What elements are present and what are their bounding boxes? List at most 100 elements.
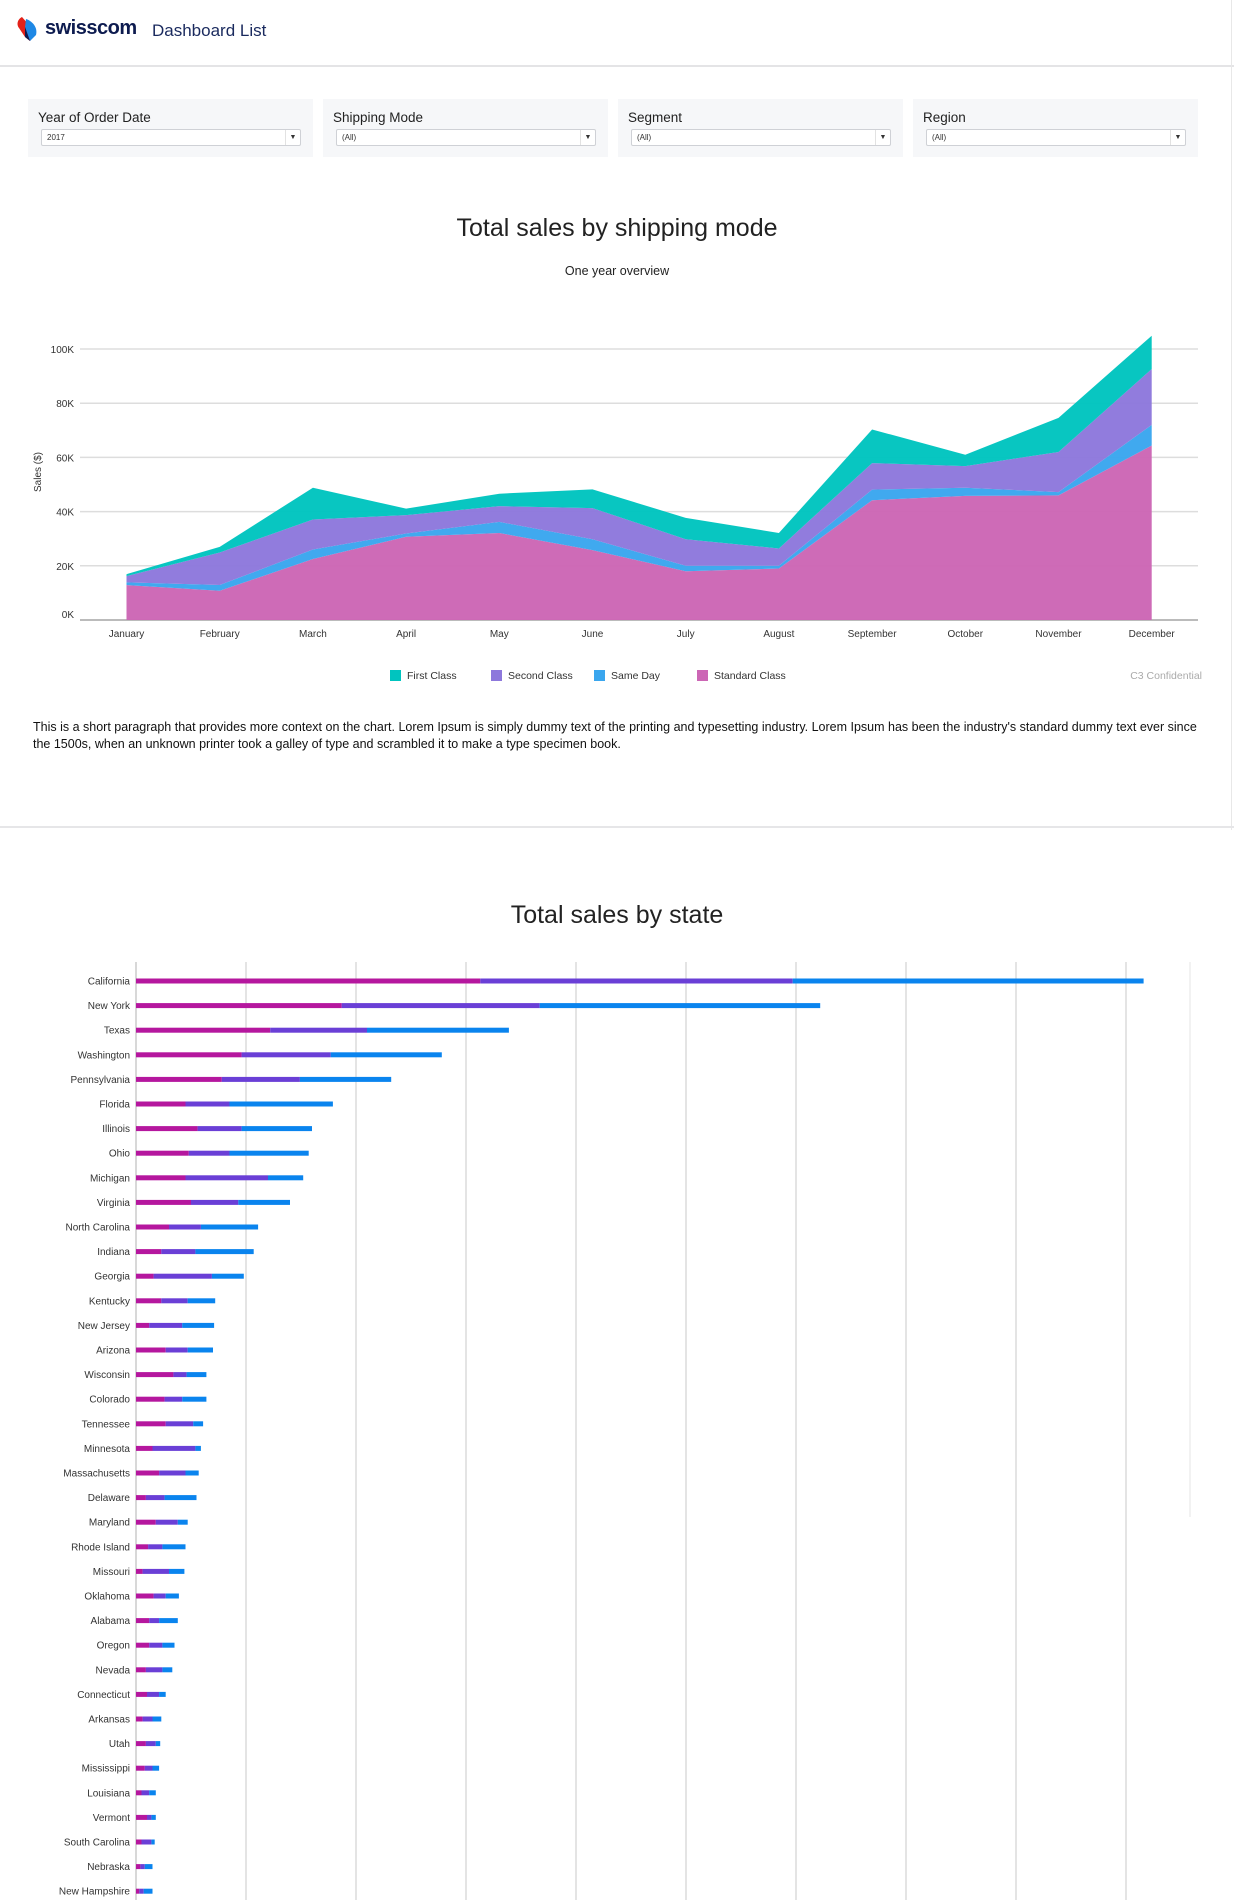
bar-segment[interactable]	[164, 1396, 183, 1402]
bar-segment[interactable]	[188, 1150, 230, 1156]
bar-segment[interactable]	[241, 1052, 331, 1058]
bar-segment[interactable]	[367, 1027, 509, 1033]
bar-segment[interactable]	[151, 1839, 155, 1845]
region-select[interactable]: (All) ▼	[926, 129, 1186, 146]
bar-segment[interactable]	[169, 1568, 185, 1574]
bar-segment[interactable]	[145, 1495, 165, 1501]
bar-segment[interactable]	[145, 1667, 163, 1673]
bar-segment[interactable]	[193, 1421, 204, 1427]
bar-segment[interactable]	[136, 1249, 162, 1255]
bar-segment[interactable]	[185, 1470, 199, 1476]
caret-down-icon[interactable]: ▼	[1170, 130, 1185, 145]
area-series-standard-class[interactable]	[126, 445, 1152, 620]
bar-segment[interactable]	[136, 1814, 147, 1820]
legend-item-first-class[interactable]: First Class	[390, 670, 457, 684]
bar-segment[interactable]	[159, 1691, 166, 1697]
bar-segment[interactable]	[136, 1445, 153, 1451]
segment-select[interactable]: (All) ▼	[631, 129, 891, 146]
bar-segment[interactable]	[162, 1667, 173, 1673]
bar-segment[interactable]	[142, 1568, 169, 1574]
bar-segment[interactable]	[200, 1224, 259, 1230]
year-select[interactable]: 2017 ▼	[41, 129, 301, 146]
bar-segment[interactable]	[182, 1396, 207, 1402]
legend-item-same-day[interactable]: Same Day	[594, 670, 660, 684]
bar-segment[interactable]	[136, 1888, 140, 1894]
bar-segment[interactable]	[136, 1716, 143, 1722]
bar-segment[interactable]	[229, 1101, 333, 1107]
bar-segment[interactable]	[136, 1126, 198, 1132]
bar-segment[interactable]	[187, 1298, 216, 1304]
bar-segment[interactable]	[136, 1544, 149, 1550]
bar-segment[interactable]	[136, 1298, 162, 1304]
bar-segment[interactable]	[155, 1741, 161, 1747]
bar-segment[interactable]	[136, 1839, 142, 1845]
bar-segment[interactable]	[136, 1765, 145, 1771]
bar-segment[interactable]	[162, 1642, 175, 1648]
area-series-same-day[interactable]	[126, 424, 1152, 591]
bar-segment[interactable]	[330, 1052, 442, 1058]
bar-segment[interactable]	[142, 1716, 153, 1722]
bar-segment[interactable]	[241, 1126, 312, 1132]
area-series-first-class[interactable]	[126, 335, 1152, 577]
area-series-second-class[interactable]	[126, 369, 1152, 586]
bar-segment[interactable]	[136, 1347, 166, 1353]
bar-segment[interactable]	[136, 1618, 150, 1624]
bar-segment[interactable]	[147, 1691, 160, 1697]
bar-segment[interactable]	[136, 1150, 189, 1156]
bar-segment[interactable]	[152, 1716, 162, 1722]
bar-segment[interactable]	[182, 1322, 215, 1328]
bar-segment[interactable]	[211, 1273, 244, 1279]
bar-segment[interactable]	[152, 1765, 160, 1771]
caret-down-icon[interactable]: ▼	[580, 130, 595, 145]
bar-segment[interactable]	[136, 1396, 165, 1402]
bar-segment[interactable]	[177, 1519, 188, 1525]
bar-segment[interactable]	[161, 1249, 196, 1255]
bar-segment[interactable]	[238, 1199, 290, 1205]
bar-segment[interactable]	[140, 1864, 145, 1870]
bar-segment[interactable]	[187, 1347, 213, 1353]
bar-segment[interactable]	[539, 1003, 821, 1009]
bar-segment[interactable]	[136, 1790, 142, 1796]
bar-segment[interactable]	[169, 1224, 201, 1230]
bar-segment[interactable]	[136, 1519, 156, 1525]
bar-segment[interactable]	[185, 1175, 269, 1181]
bar-segment[interactable]	[136, 1495, 146, 1501]
bar-segment[interactable]	[152, 1445, 196, 1451]
bar-segment[interactable]	[136, 1593, 154, 1599]
bar-segment[interactable]	[136, 1027, 271, 1033]
bar-segment[interactable]	[221, 1076, 300, 1082]
bar-segment[interactable]	[268, 1175, 304, 1181]
bar-segment[interactable]	[153, 1593, 166, 1599]
bar-segment[interactable]	[299, 1076, 392, 1082]
bar-segment[interactable]	[161, 1298, 188, 1304]
bar-segment[interactable]	[136, 1199, 191, 1205]
legend-item-second-class[interactable]: Second Class	[491, 670, 573, 684]
bar-segment[interactable]	[136, 1741, 146, 1747]
bar-segment[interactable]	[159, 1470, 186, 1476]
bar-segment[interactable]	[197, 1126, 242, 1132]
bar-segment[interactable]	[136, 1691, 147, 1697]
bar-segment[interactable]	[162, 1544, 186, 1550]
bar-segment[interactable]	[136, 1421, 166, 1427]
bar-segment[interactable]	[144, 1864, 153, 1870]
bar-segment[interactable]	[149, 1618, 160, 1624]
caret-down-icon[interactable]: ▼	[875, 130, 890, 145]
bar-segment[interactable]	[185, 1101, 230, 1107]
bar-segment[interactable]	[136, 1003, 342, 1009]
bar-segment[interactable]	[149, 1322, 183, 1328]
bar-segment[interactable]	[136, 1052, 242, 1058]
bar-segment[interactable]	[165, 1593, 179, 1599]
legend-item-standard-class[interactable]: Standard Class	[697, 670, 786, 684]
bar-segment[interactable]	[136, 1322, 150, 1328]
bar-segment[interactable]	[136, 1175, 186, 1181]
bar-segment[interactable]	[136, 1667, 146, 1673]
bar-segment[interactable]	[148, 1544, 163, 1550]
bar-segment[interactable]	[164, 1495, 197, 1501]
caret-down-icon[interactable]: ▼	[285, 130, 300, 145]
bar-segment[interactable]	[149, 1642, 163, 1648]
bar-segment[interactable]	[153, 1273, 212, 1279]
bar-segment[interactable]	[136, 1273, 154, 1279]
bar-segment[interactable]	[165, 1421, 194, 1427]
bar-segment[interactable]	[173, 1372, 187, 1378]
dashboard-list-link[interactable]: Dashboard List	[152, 21, 267, 40]
